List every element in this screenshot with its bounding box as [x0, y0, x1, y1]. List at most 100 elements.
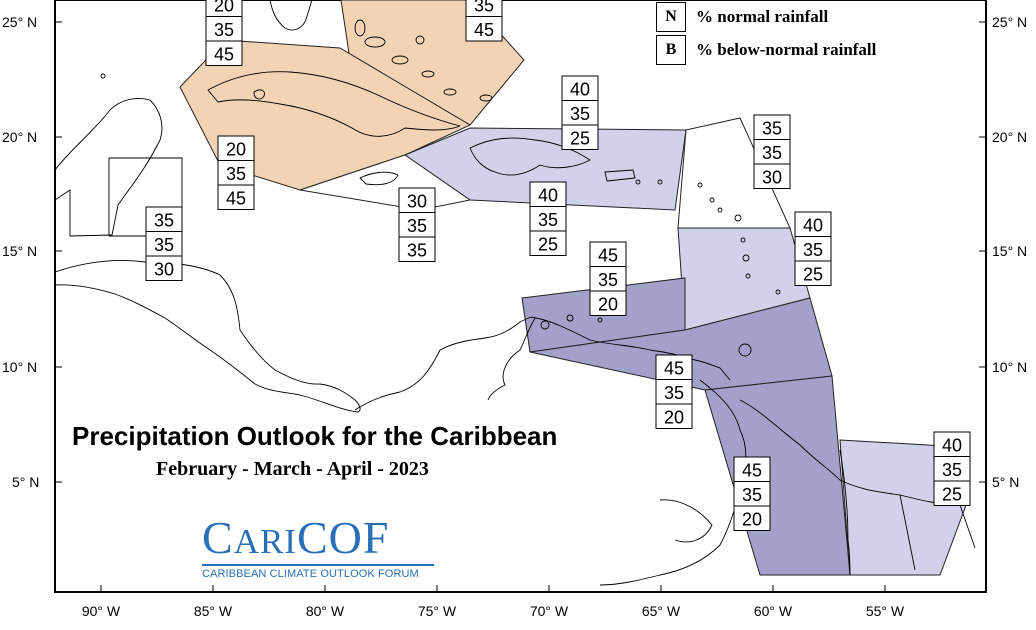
probability-box-cell — [145, 206, 183, 232]
probability-box-cell — [561, 75, 599, 101]
probability-box-cell — [753, 163, 791, 189]
probability-value: 25 — [803, 264, 823, 284]
lat-label-right: 25° N — [992, 14, 1027, 30]
probability-value: 45 — [474, 20, 494, 40]
probability-box-cell — [205, 16, 243, 42]
probability-value: 35 — [154, 210, 174, 230]
probability-value: 20 — [664, 407, 684, 427]
probability-box-cell — [655, 403, 693, 429]
probability-box-cell — [561, 100, 599, 126]
probability-value: 35 — [226, 164, 246, 184]
lon-label: 85° W — [194, 603, 233, 619]
probability-value: 45 — [226, 188, 246, 208]
probability-value: 45 — [214, 44, 234, 64]
probability-box-cell — [794, 260, 832, 286]
probability-value: 35 — [474, 0, 494, 15]
probability-value: 30 — [154, 259, 174, 279]
probability-value: 35 — [407, 216, 427, 236]
probability-value: 35 — [214, 20, 234, 40]
lon-label: 70° W — [530, 603, 569, 619]
lat-axis-right: 25° N 20° N 15° N 10° N 5° N — [979, 14, 1027, 490]
probability-box-cell — [217, 184, 255, 210]
probability-box-cell — [733, 505, 771, 531]
lat-label-left: 15° N — [2, 243, 37, 259]
probability-value: 20 — [742, 509, 762, 529]
probability-box-cell — [933, 480, 971, 506]
legend-row-normal: N % normal rainfall — [656, 0, 916, 33]
legend-key-below: B — [656, 34, 686, 65]
lat-label-left: 5° N — [12, 474, 39, 490]
probability-box-cell — [753, 114, 791, 140]
probability-box-cell — [933, 431, 971, 457]
lon-axis: 90° W 85° W 80° W 75° W 70° W 65° W 60° … — [82, 585, 905, 619]
lat-label-right: 15° N — [992, 243, 1027, 259]
probability-value: 40 — [570, 79, 590, 99]
probability-value: 40 — [803, 215, 823, 235]
lat-label-right: 20° N — [992, 129, 1027, 145]
probability-box-cell — [655, 354, 693, 380]
probability-value: 20 — [214, 0, 234, 15]
map-title: Precipitation Outlook for the Caribbean — [72, 421, 558, 451]
probability-box-cell — [655, 379, 693, 405]
small-islands — [100, 19, 781, 357]
lat-label-left: 20° N — [2, 129, 37, 145]
lat-label-left: 10° N — [2, 359, 37, 375]
probability-box-cell — [398, 187, 436, 213]
probability-box-cell — [529, 230, 567, 256]
probability-value: 35 — [154, 235, 174, 255]
probability-box-cell — [529, 181, 567, 207]
probability-value: 25 — [538, 234, 558, 254]
probability-box-cell — [589, 266, 627, 292]
lon-label: 65° W — [642, 603, 681, 619]
legend-row-below: B % below-normal rainfall — [656, 33, 916, 66]
probability-value: 20 — [598, 294, 618, 314]
probability-value: 35 — [762, 118, 782, 138]
probability-box-cell — [217, 135, 255, 161]
lon-label: 75° W — [418, 603, 457, 619]
legend-label-normal: % normal rainfall — [696, 6, 829, 26]
probability-value: 35 — [407, 240, 427, 260]
lon-label: 55° W — [866, 603, 905, 619]
logo-tagline: CARIBBEAN CLIMATE OUTLOOK FORUM — [202, 568, 419, 580]
probability-value: 45 — [664, 358, 684, 378]
probability-value: 20 — [226, 139, 246, 159]
lat-label-right: 10° N — [992, 359, 1027, 375]
probability-value: 35 — [664, 383, 684, 403]
lat-label-right: 5° N — [992, 474, 1019, 490]
probability-value: 35 — [598, 270, 618, 290]
probability-value: 30 — [762, 167, 782, 187]
probability-box-cell — [465, 16, 503, 42]
lat-label-left: 25° N — [2, 14, 37, 30]
caricof-logo: CARICOF CARIBBEAN CLIMATE OUTLOOK FORUM — [202, 515, 434, 580]
probability-box-cell — [529, 206, 567, 232]
probability-boxes: 20 35 45 35 45 40 35 25 20 35 45 35 35 30 30 35 35 40 35 25… — [145, 0, 971, 531]
probability-value: 45 — [742, 460, 762, 480]
logo-wordmark: CARICOF — [202, 512, 390, 563]
probability-box-cell — [794, 236, 832, 262]
probability-value: 40 — [538, 185, 558, 205]
map-subtitle: February - March - April - 2023 — [156, 458, 429, 480]
probability-value: 45 — [598, 245, 618, 265]
probability-box-cell — [398, 236, 436, 262]
probability-value: 35 — [803, 240, 823, 260]
probability-value: 35 — [570, 104, 590, 124]
legend-label-below: % below-normal rainfall — [696, 39, 877, 59]
legend-key-normal: N — [656, 1, 686, 32]
probability-box-cell — [205, 40, 243, 66]
lon-label: 80° W — [306, 603, 345, 619]
probability-box-cell — [794, 211, 832, 237]
probability-box-cell — [561, 124, 599, 150]
legend: N % normal rainfall B % below-normal rai… — [656, 0, 916, 66]
probability-value: 30 — [407, 191, 427, 211]
logo-rule — [202, 564, 434, 566]
lat-axis-left: 25° N 20° N 15° N 10° N 5° N — [2, 14, 62, 490]
probability-box-cell — [589, 241, 627, 267]
probability-value: 35 — [762, 143, 782, 163]
probability-box-cell — [589, 290, 627, 316]
probability-value: 35 — [742, 485, 762, 505]
probability-value: 35 — [942, 460, 962, 480]
probability-box-cell — [733, 456, 771, 482]
probability-value: 25 — [570, 128, 590, 148]
probability-value: 40 — [942, 435, 962, 455]
